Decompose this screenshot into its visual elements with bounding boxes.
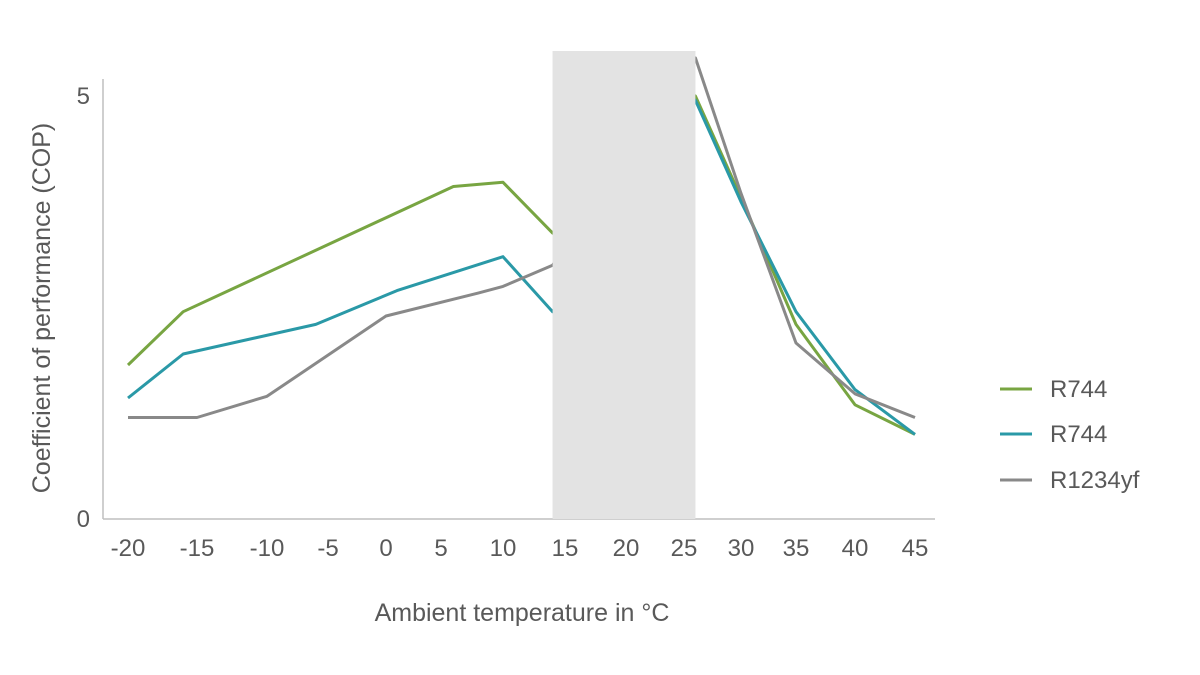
legend-label: R744 — [1050, 421, 1107, 448]
y-tick-label: 5 — [77, 83, 90, 110]
x-tick-label: 40 — [842, 535, 869, 562]
x-axis-title: Ambient temperature in °C — [375, 599, 670, 627]
legend-label: R744 — [1050, 376, 1107, 403]
x-tick-label: 30 — [728, 535, 755, 562]
x-tick-label: 25 — [671, 535, 698, 562]
series-line-r744-2 — [127, 98, 916, 436]
x-tick-label: 20 — [613, 535, 640, 562]
x-tick-label: -5 — [317, 535, 338, 562]
x-tick-label: -15 — [180, 535, 215, 562]
y-axis-title: Coefficient of performance (COP) — [28, 123, 56, 494]
series-line-r1234yf-3 — [128, 56, 916, 419]
x-tick-label: 10 — [490, 535, 517, 562]
x-tick-label: -10 — [250, 535, 285, 562]
shaded-region-overlay — [552, 51, 696, 519]
legend-item: R744 — [1000, 376, 1107, 403]
x-tick-label: 35 — [783, 535, 810, 562]
legend-item: R1234yf — [1000, 467, 1140, 494]
x-tick-label: 5 — [434, 535, 447, 562]
x-tick-label: 15 — [552, 535, 579, 562]
legend-label: R1234yf — [1050, 467, 1140, 494]
x-tick-label: 45 — [902, 535, 929, 562]
y-tick-label: 0 — [77, 506, 90, 533]
legend-item: R744 — [1000, 421, 1107, 448]
series-line-r744-1 — [126, 94, 916, 436]
x-tick-label: -20 — [111, 535, 146, 562]
x-tick-label: 0 — [379, 535, 392, 562]
